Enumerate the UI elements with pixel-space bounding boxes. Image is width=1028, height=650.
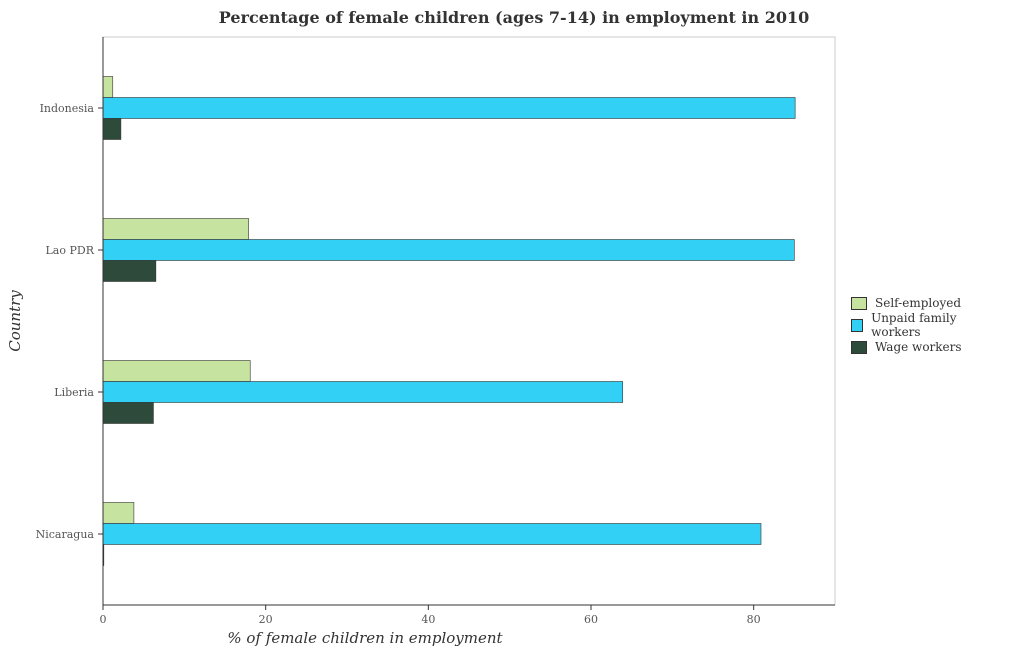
- plot-frame: [102, 36, 836, 606]
- x-tick-label: 20: [259, 613, 273, 626]
- legend-swatch: [851, 296, 867, 310]
- legend-swatch: [851, 318, 864, 332]
- legend-item: Self-employed: [851, 292, 971, 314]
- bar-liberia-self-employed: [102, 360, 251, 382]
- legend-label: Self-employed: [875, 296, 962, 310]
- y-tick-label: Nicaragua: [36, 528, 95, 541]
- x-tick-label: 80: [747, 613, 761, 626]
- bar-indonesia-unpaid-family-workers: [102, 97, 796, 119]
- bar-nicaragua-self-employed: [102, 502, 135, 524]
- x-axis-label: % of female children in employment: [227, 629, 503, 647]
- y-axis-label: Country: [6, 290, 24, 352]
- y-tick-label: Lao PDR: [46, 244, 95, 257]
- x-tick-label: 60: [584, 613, 598, 626]
- bar-indonesia-self-employed: [102, 76, 114, 98]
- x-tick-label: 0: [100, 613, 107, 626]
- bar-indonesia-wage-workers: [102, 118, 122, 140]
- bar-lao-pdr-wage-workers: [102, 260, 157, 282]
- chart-title: Percentage of female children (ages 7-14…: [218, 8, 810, 27]
- bar-nicaragua-unpaid-family-workers: [102, 523, 762, 545]
- y-tick-label: Indonesia: [40, 102, 95, 115]
- legend: Self-employed Unpaid family workers Wage w…: [851, 292, 971, 358]
- x-tick-label: 40: [421, 613, 435, 626]
- legend-item: Unpaid family workers: [851, 311, 971, 339]
- bar-lao-pdr-unpaid-family-workers: [102, 239, 795, 261]
- y-tick-label: Liberia: [54, 386, 94, 399]
- legend-item: Wage workers: [851, 336, 971, 358]
- bar-lao-pdr-self-employed: [102, 218, 249, 240]
- bar-liberia-unpaid-family-workers: [102, 381, 624, 403]
- bar-liberia-wage-workers: [102, 402, 154, 424]
- legend-label: Wage workers: [875, 340, 962, 354]
- legend-label: Unpaid family workers: [871, 311, 957, 339]
- legend-swatch: [851, 340, 867, 354]
